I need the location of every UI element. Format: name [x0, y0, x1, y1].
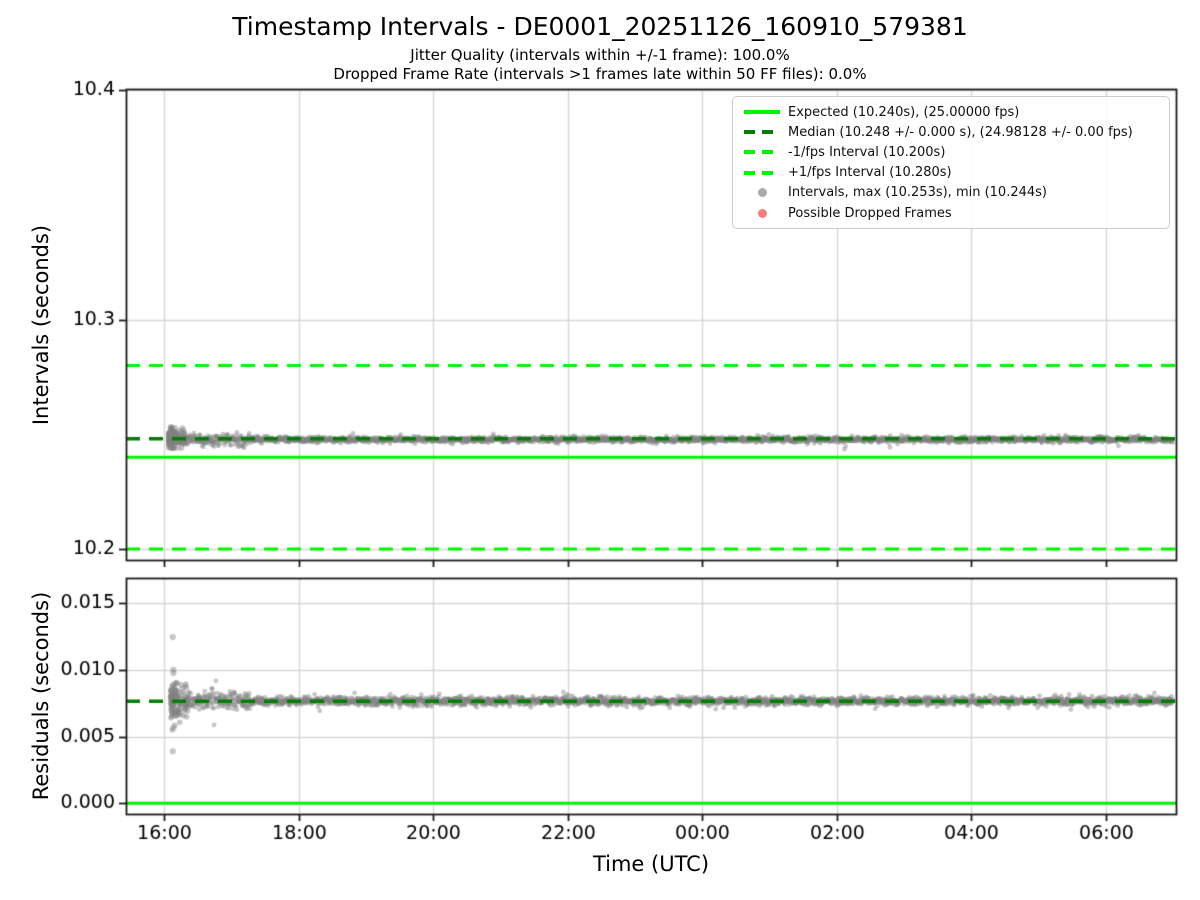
legend-label: Expected (10.240s), (25.00000 fps): [788, 104, 1020, 120]
time-x-axis-label: Time (UTC): [592, 852, 710, 876]
expected-line-swatch: [744, 110, 780, 115]
dropped-frames-dot-swatch: [744, 208, 780, 218]
intervals-y-axis-label: Intervals (seconds): [29, 224, 53, 426]
median-dashed-line-swatch: [744, 130, 780, 135]
legend-label: Possible Dropped Frames: [788, 205, 952, 221]
residuals-y-axis-label: Residuals (seconds): [29, 591, 53, 801]
legend-item-minus-1fps: -1/fps Interval (10.200s): [733, 142, 1169, 162]
intervals-dot-swatch: [744, 188, 780, 198]
legend-item-intervals: Intervals, max (10.253s), min (10.244s): [733, 183, 1169, 203]
jitter-quality-subtitle: Jitter Quality (intervals within +/-1 fr…: [410, 46, 790, 64]
legend-label: Median (10.248 +/- 0.000 s), (24.98128 +…: [788, 124, 1133, 140]
legend-item-expected: Expected (10.240s), (25.00000 fps): [733, 102, 1169, 122]
page-title: Timestamp Intervals - DE0001_20251126_16…: [232, 12, 968, 41]
dropped-frame-rate-subtitle: Dropped Frame Rate (intervals >1 frames …: [333, 65, 867, 83]
legend-item-median: Median (10.248 +/- 0.000 s), (24.98128 +…: [733, 122, 1169, 142]
legend-label: -1/fps Interval (10.200s): [788, 144, 946, 160]
legend-label: Intervals, max (10.253s), min (10.244s): [788, 185, 1047, 201]
legend-box: Expected (10.240s), (25.00000 fps) Media…: [732, 96, 1170, 230]
minus-1fps-dashed-line-swatch: [744, 150, 780, 155]
legend-item-plus-1fps: +1/fps Interval (10.280s): [733, 163, 1169, 183]
legend-label: +1/fps Interval (10.280s): [788, 165, 952, 181]
legend-item-dropped-frames: Possible Dropped Frames: [733, 203, 1169, 223]
plus-1fps-dashed-line-swatch: [744, 170, 780, 175]
